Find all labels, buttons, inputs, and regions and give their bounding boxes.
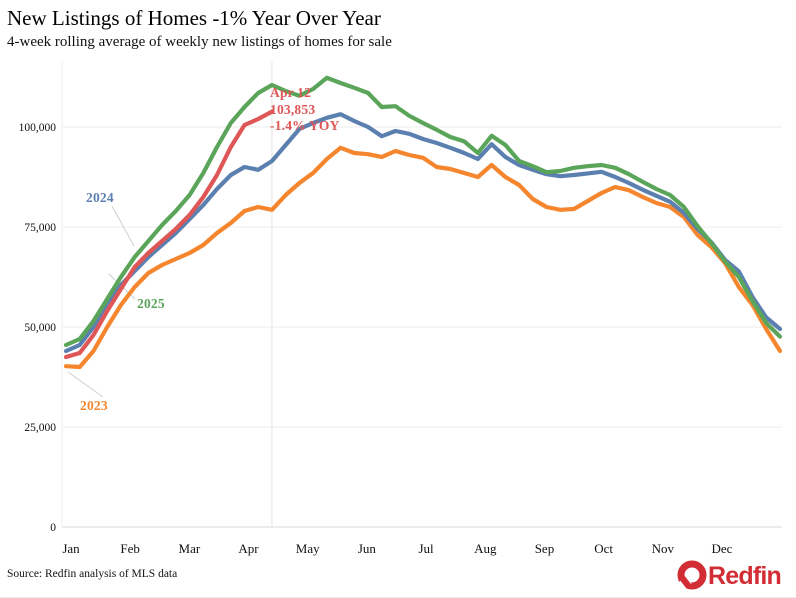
latest-point-annotation: Apr 12 103,853 -1.4% YOY (270, 85, 340, 135)
redfin-logo-text: Redfin (708, 562, 781, 590)
series-label-2024: 2024 (86, 190, 114, 205)
y-tick-label: 25,000 (24, 422, 56, 434)
series-line-y2024 (63, 112, 783, 354)
x-tick-label: Dec (712, 541, 733, 556)
x-tick-label: Sep (535, 541, 555, 556)
x-tick-label: Apr (238, 541, 259, 556)
annotation-value: 103,853 (270, 101, 316, 117)
label-leader-line (111, 205, 135, 247)
source-note: Source: Redfin analysis of MLS data (7, 568, 178, 580)
x-tick-label: Feb (120, 541, 140, 556)
annotation-date: Apr 12 (270, 85, 312, 100)
annotation-yoy: -1.4% YOY (270, 118, 340, 133)
series-label-2025: 2025 (137, 296, 165, 311)
redfin-logo-mark (676, 560, 707, 592)
series-label-2023: 2023 (80, 398, 108, 413)
series-line-y2025 (63, 75, 783, 348)
x-tick-label: Nov (652, 541, 675, 556)
x-tick-label: Aug (474, 541, 497, 556)
series-line-y2023 (63, 145, 783, 370)
x-tick-label: Jun (358, 541, 377, 556)
redfin-logo: Redfin (676, 560, 782, 592)
x-tick-label: Mar (179, 541, 201, 556)
x-tick-label: Jul (418, 541, 434, 556)
page-title: New Listings of Homes -1% Year Over Year (7, 6, 381, 30)
page-subtitle: 4-week rolling average of weekly new lis… (7, 34, 392, 50)
series-line-highlight-ytd (63, 109, 275, 360)
label-leader-line (67, 371, 104, 398)
y-tick-label: 75,000 (24, 222, 56, 234)
x-tick-label: Oct (594, 541, 613, 556)
y-tick-label: 50,000 (24, 322, 56, 334)
x-tick-label: May (296, 541, 320, 556)
y-tick-label: 0 (50, 522, 56, 534)
x-tick-label: Jan (62, 541, 80, 556)
y-tick-label: 100,000 (19, 122, 57, 134)
